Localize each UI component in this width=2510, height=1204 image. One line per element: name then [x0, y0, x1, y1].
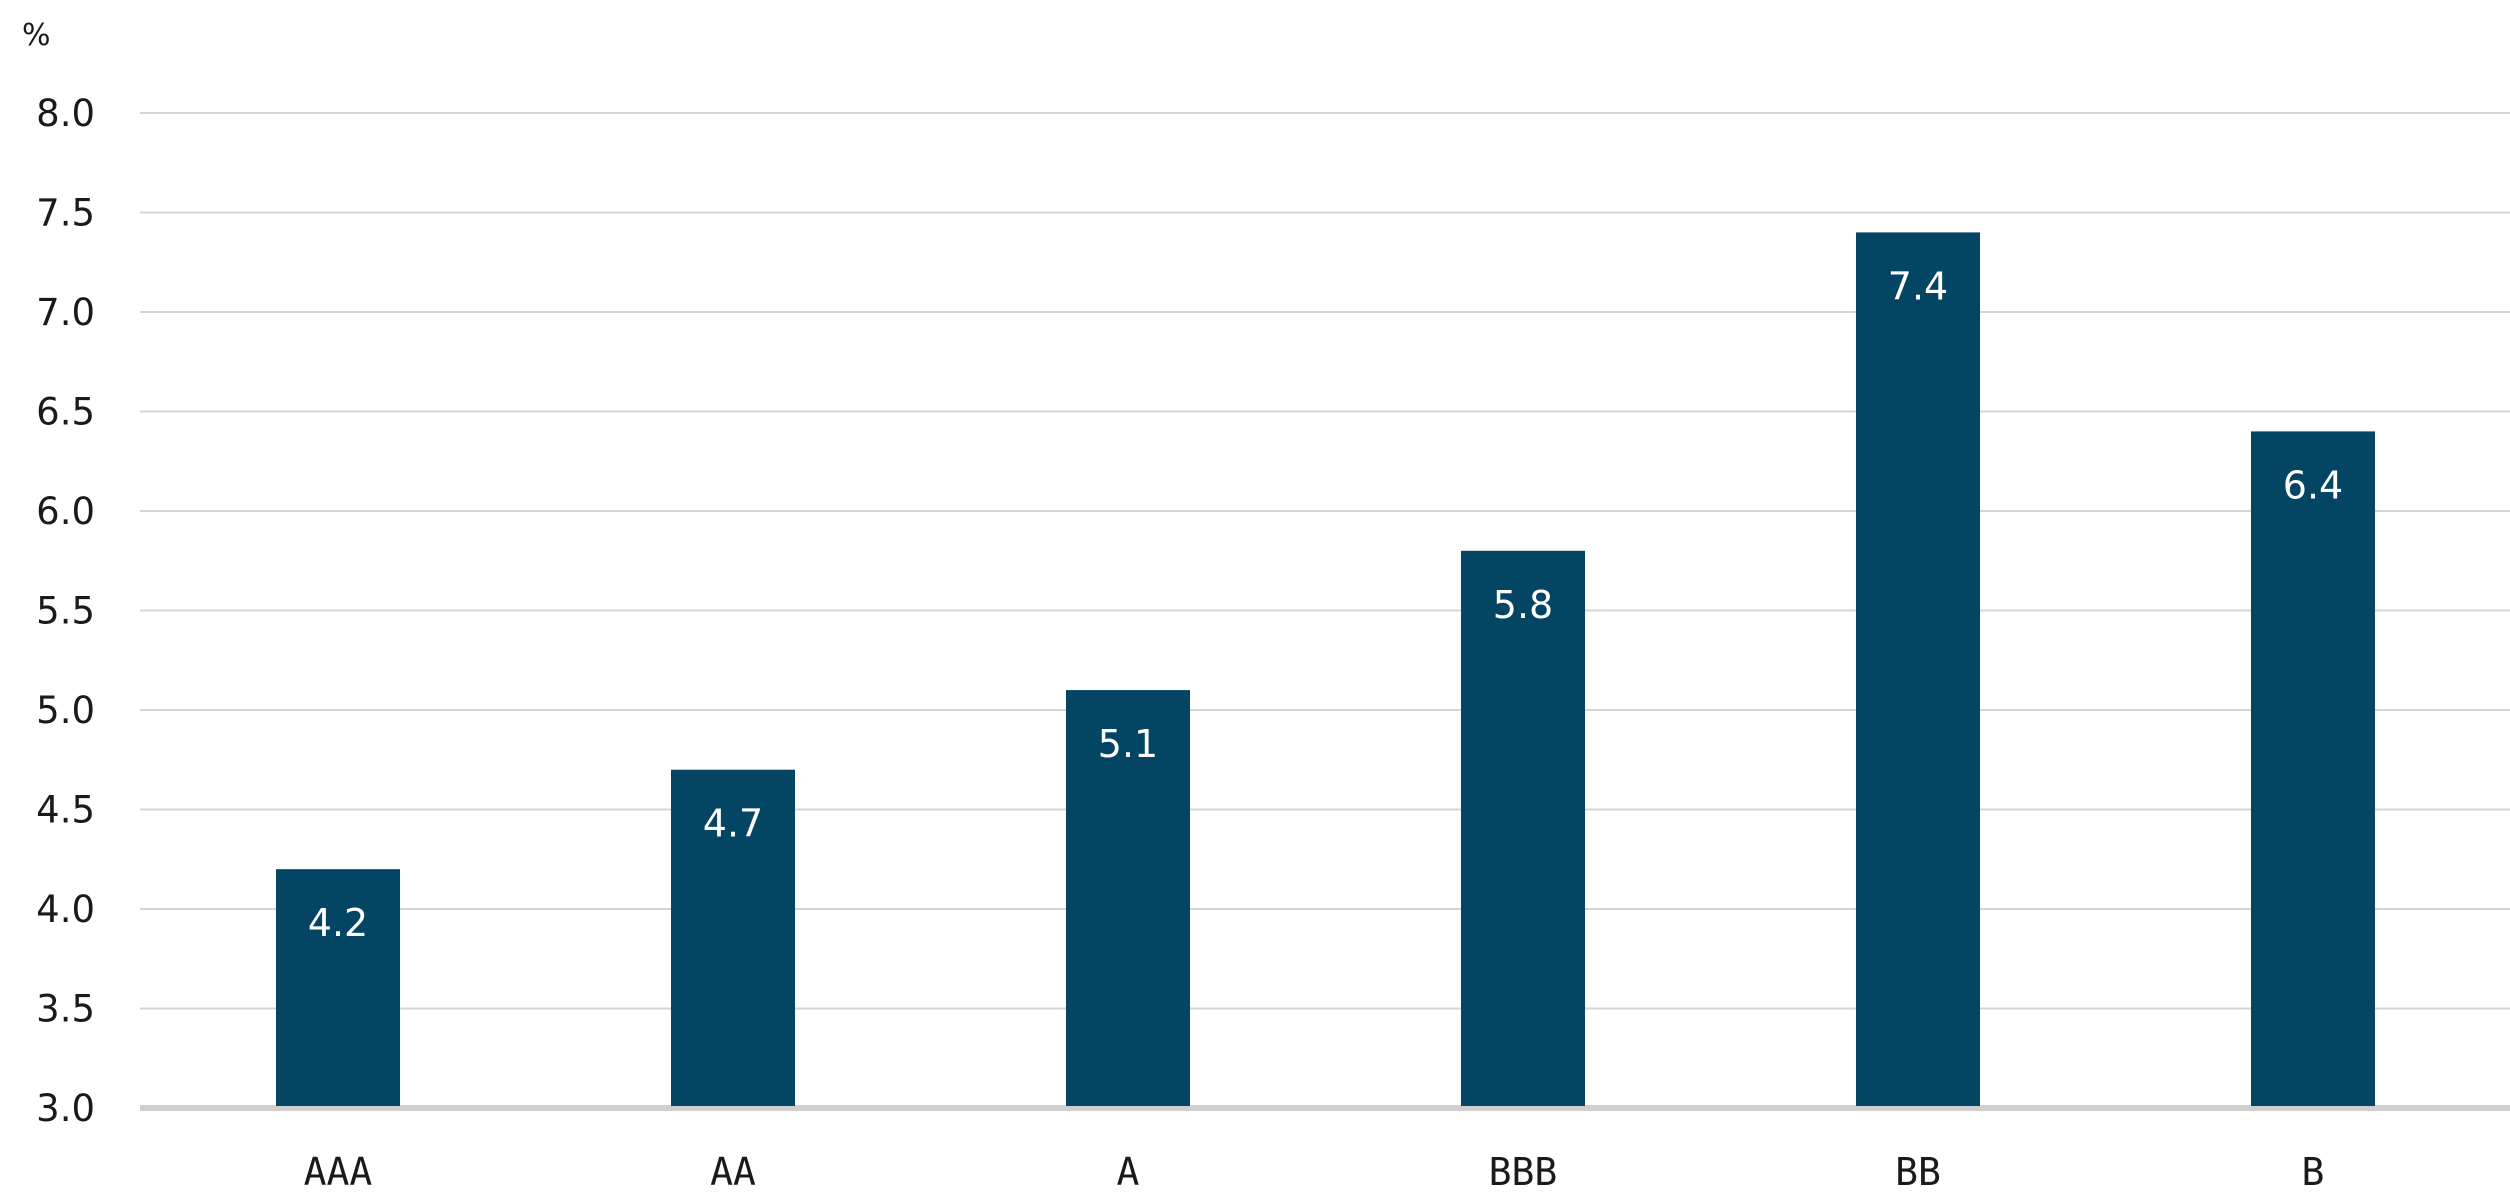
bar-data-label: 4.7 — [703, 802, 763, 846]
bar-data-label: 5.8 — [1493, 583, 1553, 627]
y-tick-label: 4.0 — [36, 888, 95, 931]
x-category-label: BBB — [1489, 1150, 1558, 1194]
y-axis-unit-label: % — [22, 18, 51, 53]
y-tick-label: 3.5 — [36, 988, 95, 1031]
bar — [276, 869, 400, 1106]
y-tick-label: 7.0 — [36, 291, 95, 334]
y-tick-label: 3.0 — [36, 1087, 95, 1130]
y-tick-label: 7.5 — [36, 192, 95, 235]
bar — [1461, 550, 1585, 1106]
y-tick-label: 5.0 — [36, 689, 95, 732]
data-labels: 4.2 4.7 5.1 5.8 7.4 6.4 — [308, 264, 2343, 945]
x-axis-categories: AAA AA A BBB BB B — [304, 1150, 2325, 1194]
y-tick-label: 4.5 — [36, 789, 95, 832]
bar — [1856, 232, 1980, 1106]
grid-lines — [140, 112, 2510, 1111]
y-tick-label: 8.0 — [36, 92, 95, 135]
bars — [276, 232, 2375, 1106]
bar-data-label: 6.4 — [2283, 463, 2343, 507]
x-category-label: BB — [1895, 1150, 1941, 1194]
x-category-label: AAA — [304, 1150, 373, 1194]
y-axis-ticks: 3.0 3.5 4.0 4.5 5.0 5.5 6.0 6.5 7.0 7.5 8.0 — [36, 92, 95, 1130]
bar — [671, 769, 795, 1106]
y-tick-label: 6.0 — [36, 490, 95, 533]
y-tick-label: 6.5 — [36, 391, 95, 434]
bar-data-label: 4.2 — [308, 901, 368, 945]
y-tick-label: 5.5 — [36, 590, 95, 633]
bar-data-label: 5.1 — [1098, 722, 1158, 766]
bar — [1066, 690, 1190, 1106]
x-category-label: A — [1117, 1150, 1140, 1194]
bar-data-label: 7.4 — [1888, 264, 1948, 308]
bar — [2251, 431, 2375, 1106]
x-category-label: B — [2302, 1150, 2325, 1194]
x-category-label: AA — [710, 1150, 756, 1194]
